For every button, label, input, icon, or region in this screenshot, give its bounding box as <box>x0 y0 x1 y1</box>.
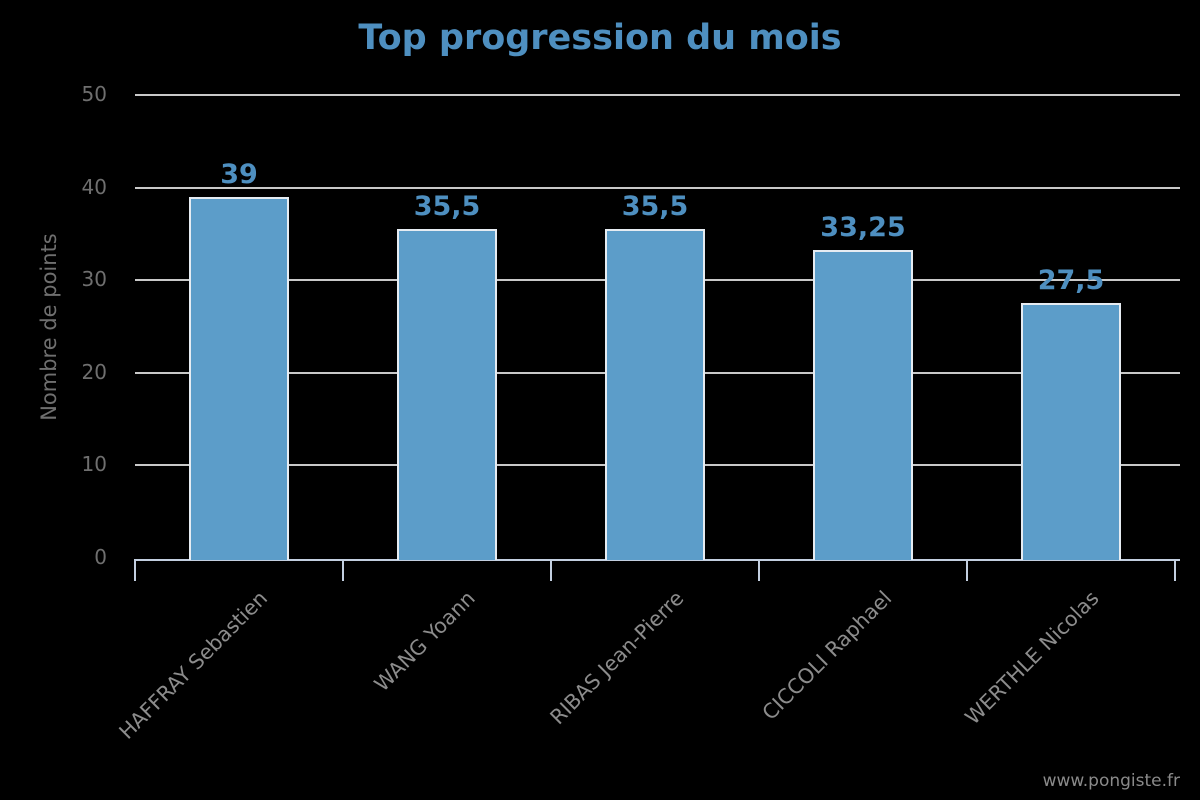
x-axis-tick <box>550 559 552 581</box>
x-tick-label: WANG Yoann <box>369 586 480 697</box>
bar <box>1021 303 1121 560</box>
bar <box>605 229 705 560</box>
y-tick-label: 40 <box>81 174 107 199</box>
bar-value-label: 39 <box>220 158 258 190</box>
bar-value-label: 35,5 <box>621 191 689 223</box>
y-tick-label: 10 <box>81 452 107 477</box>
y-tick-label: 50 <box>81 82 107 106</box>
watermark-link: www.pongiste.fr <box>1042 771 1180 791</box>
bar-value-label: 33,25 <box>820 212 906 244</box>
x-tick-label: CICCOLI Raphael <box>757 586 896 725</box>
x-axis-tick <box>758 559 760 581</box>
y-tick-label: 0 <box>94 545 107 569</box>
x-axis-tick <box>966 559 968 581</box>
bar-value-label: 35,5 <box>413 191 481 223</box>
x-axis-tick <box>1174 559 1176 581</box>
bar-value-label: 27,5 <box>1037 265 1105 297</box>
gridline <box>135 94 1180 96</box>
x-tick-label: WERTHLE Nicolas <box>960 586 1104 730</box>
bar <box>813 250 913 560</box>
gridline <box>135 186 1180 189</box>
bar <box>397 229 497 560</box>
x-tick-label: RIBAS Jean-Pierre <box>544 586 688 730</box>
x-axis-tick <box>134 559 136 581</box>
x-tick-label: HAFFRAY Sebastien <box>114 586 272 744</box>
y-tick-label: 20 <box>81 359 107 384</box>
y-tick-label: 30 <box>81 267 107 292</box>
x-axis-line <box>134 559 1180 561</box>
chart-title: Top progression du mois <box>358 18 842 58</box>
bar <box>189 196 289 560</box>
x-axis-tick <box>342 559 344 581</box>
